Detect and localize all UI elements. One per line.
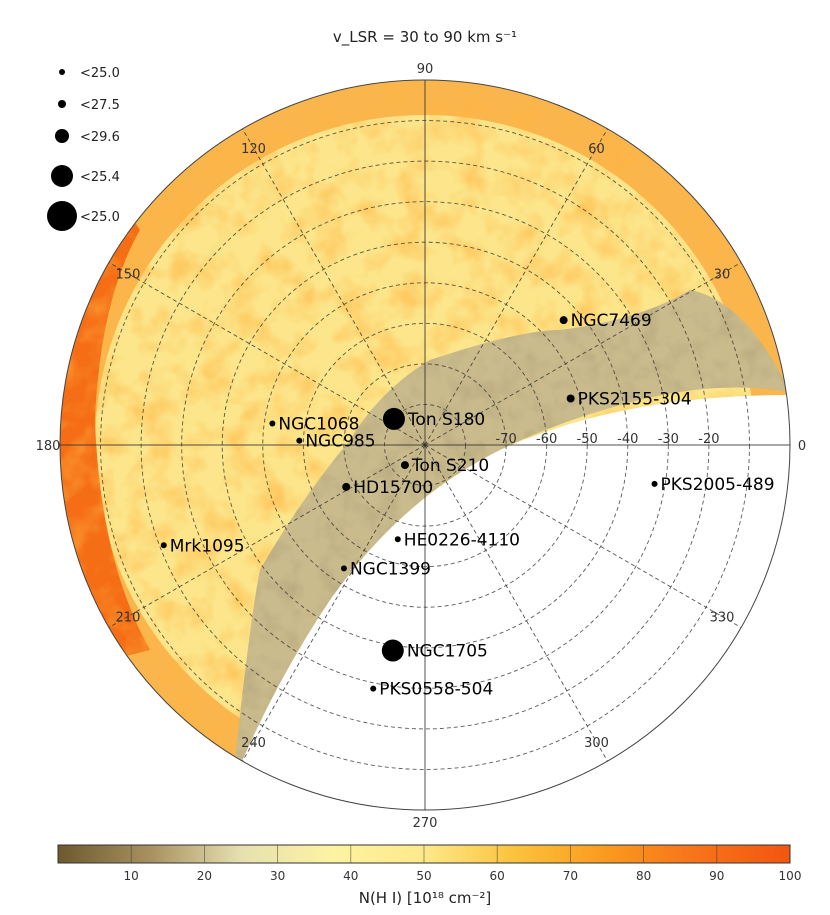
longitude-tick-label: 60 xyxy=(588,142,605,157)
source-label: PKS2155-304 xyxy=(578,390,692,410)
source-marker xyxy=(296,437,303,444)
colorbar-tick-label: 10 xyxy=(124,869,139,883)
colorbar-tick-label: 90 xyxy=(709,869,724,883)
legend-label: <25.4 xyxy=(80,170,120,185)
source-marker xyxy=(160,542,167,549)
grid-longitude-line xyxy=(242,128,426,446)
source-marker xyxy=(370,685,377,692)
source-marker xyxy=(566,394,575,403)
longitude-tick-label: 150 xyxy=(116,268,141,283)
legend-marker xyxy=(47,201,77,231)
latitude-tick-label: -70 xyxy=(495,432,516,447)
longitude-tick-label: 30 xyxy=(714,268,731,283)
colorbar-tick-label: 20 xyxy=(197,869,212,883)
grid-longitude-line xyxy=(424,262,742,446)
legend-label: <27.5 xyxy=(80,98,120,113)
source-label: NGC1399 xyxy=(350,559,431,579)
source-label: NGC7469 xyxy=(571,311,652,331)
source-marker xyxy=(559,316,568,325)
source-marker xyxy=(269,420,276,427)
no-data-region xyxy=(220,395,790,810)
size-legend: <25.0 <27.5 <29.6 <25.4 <25.0 xyxy=(47,66,120,231)
source-label: Ton S180 xyxy=(407,410,485,430)
latitude-tick-label: -50 xyxy=(577,432,598,447)
longitude-tick-label: 180 xyxy=(36,439,61,454)
source-marker xyxy=(651,480,658,487)
source-label: HE0226-4110 xyxy=(404,530,520,550)
grid-longitude-line xyxy=(424,128,608,446)
latitude-tick-label: -40 xyxy=(617,432,638,447)
longitude-tick-label: 270 xyxy=(413,816,438,831)
source-marker xyxy=(342,482,351,491)
legend-marker xyxy=(55,129,69,143)
source-label: NGC1068 xyxy=(278,415,359,435)
colorbar-tick-label: 30 xyxy=(270,869,285,883)
source-marker xyxy=(381,639,404,662)
colorbar: 10 20 30 40 50 60 70 80 90 100 xyxy=(57,844,802,883)
source-label: PKS2005-489 xyxy=(661,475,775,495)
colorbar-tick-label: 40 xyxy=(343,869,358,883)
source-marker xyxy=(394,536,401,543)
colorbar-label: N(H I) [10¹⁸ cm⁻²] xyxy=(359,889,492,907)
longitude-tick-label: 240 xyxy=(241,736,266,751)
legend-marker xyxy=(58,100,66,108)
grid-longitude-line xyxy=(108,262,426,446)
source-label: Ton S210 xyxy=(411,456,489,476)
legend-marker xyxy=(59,69,65,75)
column-density-map xyxy=(60,80,790,810)
source-label: Mrk1095 xyxy=(170,536,245,556)
colorbar-tick-label: 50 xyxy=(416,869,431,883)
colorbar-tick-label: 70 xyxy=(563,869,578,883)
chart-title: v_LSR = 30 to 90 km s⁻¹ xyxy=(333,28,517,47)
grid-longitude-line xyxy=(242,444,426,762)
grid-longitude-line xyxy=(424,444,742,628)
latitude-tick-label: -30 xyxy=(658,432,679,447)
grid-longitude-line xyxy=(108,444,426,628)
longitude-tick-label: 210 xyxy=(116,611,141,626)
latitude-tick-label: -20 xyxy=(698,432,719,447)
source-marker xyxy=(400,461,409,470)
colorbar-tick-label: 60 xyxy=(490,869,505,883)
longitude-tick-label: 90 xyxy=(417,62,434,77)
longitude-tick-label: 120 xyxy=(241,142,266,157)
low-density-mottle xyxy=(235,290,790,770)
source-label: NGC1705 xyxy=(407,642,488,662)
longitude-tick-label: 0 xyxy=(798,439,806,454)
coordinate-grid xyxy=(59,79,791,811)
longitude-tick-label: 300 xyxy=(584,736,609,751)
colorbar-tick-label: 80 xyxy=(636,869,651,883)
source-marker xyxy=(340,565,347,572)
longitude-tick-label: 330 xyxy=(710,611,735,626)
colorbar-tick-label: 100 xyxy=(779,869,802,883)
source-label: NGC985 xyxy=(305,432,375,452)
legend-marker xyxy=(51,165,73,187)
source-marker xyxy=(382,407,405,430)
source-label: PKS0558-504 xyxy=(379,680,493,700)
source-label: HD15700 xyxy=(353,478,433,498)
latitude-tick-label: -60 xyxy=(536,432,557,447)
grid-longitude-line xyxy=(424,444,608,762)
legend-label: <25.0 xyxy=(80,210,120,225)
legend-label: <25.0 xyxy=(80,66,120,81)
legend-label: <29.6 xyxy=(80,130,120,145)
